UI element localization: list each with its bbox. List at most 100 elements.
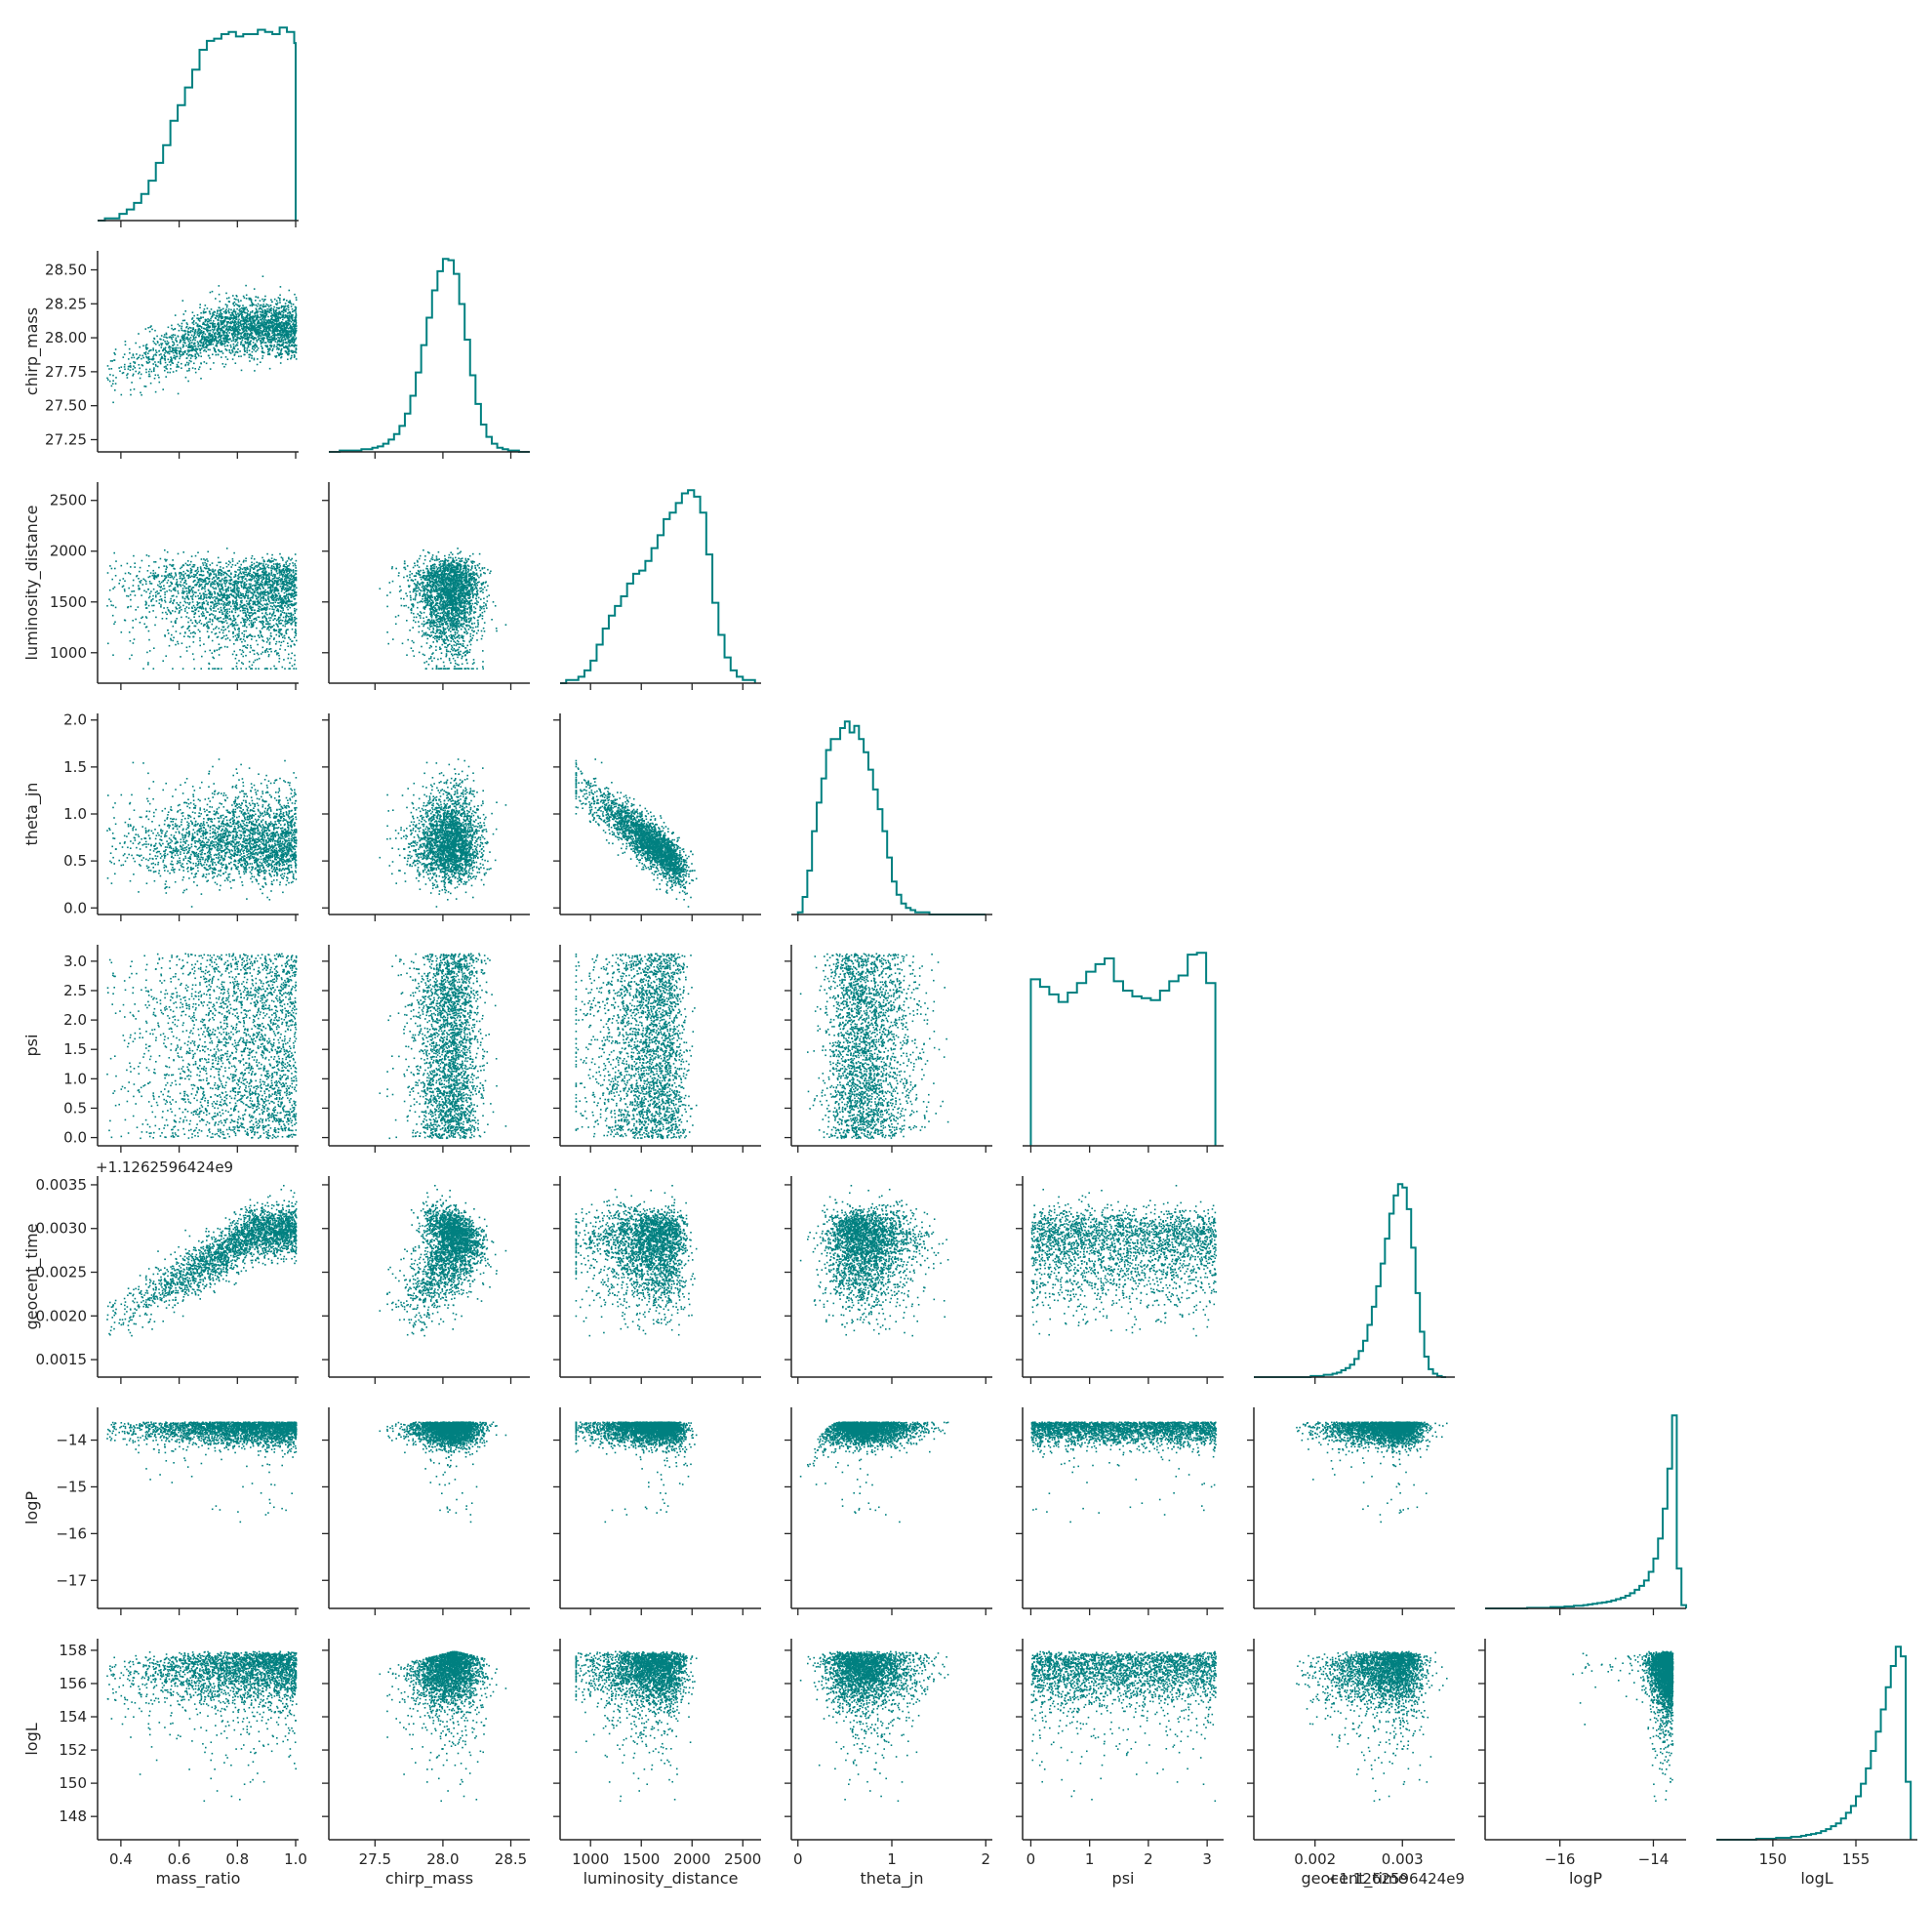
sample-point [181,367,182,369]
sample-point [253,349,255,351]
sample-point [189,340,191,342]
sample-point [181,348,182,350]
sample-point [187,349,189,351]
sample-point [247,308,249,310]
sample-point [155,349,157,351]
sample-point [173,329,175,331]
sample-point [296,297,298,299]
sample-point [145,369,147,371]
sample-point [197,345,199,347]
sample-point [175,335,177,337]
sample-point [185,345,187,347]
sample-point [127,373,129,375]
sample-point [240,355,242,357]
sample-point [129,348,131,350]
sample-point [223,366,225,368]
sample-point [262,342,264,344]
sample-point [227,358,229,360]
sample-point [228,332,230,334]
sample-point [277,312,279,314]
sample-point [248,323,250,325]
sample-point [112,380,114,382]
sample-point [142,345,144,347]
sample-point [130,394,132,396]
sample-point [257,349,259,351]
sample-point [193,339,195,341]
sample-point [263,299,265,301]
sample-point [260,319,262,321]
sample-point [214,323,216,325]
sample-point [253,342,255,344]
sample-point [251,335,253,337]
sample-point [279,302,281,304]
sample-point [182,320,184,322]
sample-point [179,325,181,327]
sample-point [186,370,188,372]
histogram-mass_ratio [98,27,296,221]
sample-point [136,353,138,355]
sample-point [293,351,295,353]
sample-point [246,351,248,353]
sample-point [291,305,293,307]
sample-point [234,354,236,356]
sample-point [200,378,202,380]
sample-point [121,394,123,396]
sample-point [157,375,159,377]
sample-point [219,313,221,315]
sample-point [132,375,134,377]
sample-point [219,307,221,309]
sample-point [213,320,215,322]
sample-point [152,347,154,349]
sample-point [165,376,167,378]
sample-point [182,330,184,332]
sample-point [256,324,258,326]
sample-point [188,370,190,372]
sample-point [225,308,227,310]
sample-point [242,305,244,306]
scatter-chirp_mass-vs-mass_ratio [106,275,297,403]
sample-point [171,339,173,341]
sample-point [228,297,230,299]
sample-point [296,347,298,349]
sample-point [162,350,164,352]
sample-point [245,312,247,314]
sample-point [164,334,166,336]
sample-point [160,353,162,355]
sample-point [182,300,184,302]
sample-point [289,345,291,347]
panel-mass_ratio-vs-mass_ratio [98,27,299,227]
sample-point [135,371,137,373]
sample-point [139,372,141,374]
sample-point [256,308,258,310]
sample-point [255,300,257,302]
sample-point [201,343,203,345]
sample-point [173,357,175,359]
sample-point [178,362,180,364]
sample-point [161,335,163,337]
sample-point [135,343,137,345]
sample-point [237,300,239,302]
sample-point [128,358,130,360]
sample-point [209,319,211,321]
sample-point [190,361,192,363]
sample-point [210,343,212,345]
sample-point [264,296,266,298]
sample-point [216,354,218,356]
sample-point [247,310,249,312]
sample-point [225,293,227,295]
sample-point [114,359,116,361]
sample-point [167,372,169,374]
sample-point [213,331,215,333]
sample-point [245,285,247,287]
sample-point [287,358,289,360]
sample-point [181,330,183,332]
sample-point [167,364,169,366]
sample-point [112,402,114,404]
sample-point [266,308,268,310]
sample-point [132,369,134,371]
sample-point [151,371,153,373]
sample-point [111,360,113,362]
sample-point [218,354,220,356]
sample-point [202,334,204,336]
sample-point [124,353,126,355]
